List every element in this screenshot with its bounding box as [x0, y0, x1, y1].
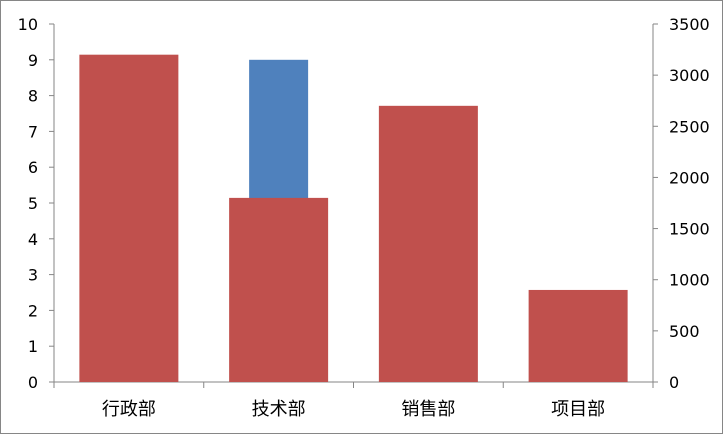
right-tick-label: 2500 [669, 117, 710, 136]
bar-right-series [79, 54, 179, 382]
right-tick-label: 500 [669, 322, 700, 341]
left-tick-label: 0 [28, 373, 38, 392]
chart-marks: 0 1 2 3 4 5 6 7 8 9 10 0 500 1000 1500 2000 2500 3000 3500… [18, 15, 710, 420]
right-tick-label: 0 [669, 373, 679, 392]
bar-right-series [229, 197, 329, 382]
left-tick-label: 3 [28, 266, 38, 285]
left-tick-label: 10 [18, 15, 38, 34]
category-label: 行政部 [102, 399, 156, 420]
right-tick-label: 1500 [669, 220, 710, 239]
category-label: 技术部 [252, 399, 306, 420]
left-tick-label: 1 [28, 337, 38, 356]
left-tick-label: 4 [28, 230, 38, 249]
left-tick-label: 5 [28, 194, 38, 213]
right-tick-label: 3000 [669, 66, 710, 85]
bar-right-series [528, 289, 628, 382]
right-tick-label: 2000 [669, 168, 710, 187]
left-tick-label: 8 [28, 87, 38, 106]
category-label: 项目部 [551, 399, 605, 420]
bar-right-series [378, 105, 478, 382]
category-label: 销售部 [401, 399, 455, 420]
right-tick-label: 3500 [669, 15, 710, 34]
left-tick-label: 2 [28, 301, 38, 320]
left-tick-label: 9 [28, 51, 38, 70]
left-tick-label: 6 [28, 158, 38, 177]
right-tick-label: 1000 [669, 271, 710, 290]
left-tick-label: 7 [28, 122, 38, 141]
